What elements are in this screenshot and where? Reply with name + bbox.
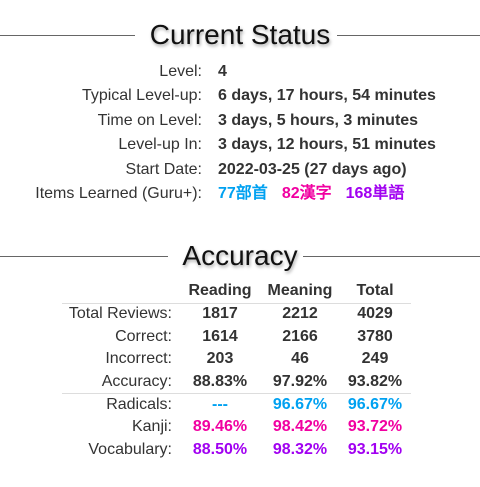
reading-value: 1614 xyxy=(202,328,238,345)
row-label: Kanji: xyxy=(131,418,172,435)
total-value: 93.72% xyxy=(347,418,403,435)
column-header-reading: Reading xyxy=(188,282,252,299)
meaning-value: 2212 xyxy=(282,305,318,322)
accuracy-header-row: Reading Meaning Total xyxy=(62,280,411,302)
total-value: 3780 xyxy=(357,328,393,345)
row-divider xyxy=(62,393,411,394)
row-label: Accuracy: xyxy=(101,373,172,390)
reading-value: --- xyxy=(212,396,228,413)
reading-value: 1817 xyxy=(202,305,238,322)
total-value: 93.82% xyxy=(347,373,403,390)
status-label: Typical Level-up: xyxy=(81,87,202,104)
meaning-value: 98.42% xyxy=(272,418,328,435)
accuracy-row-accuracy: Accuracy: 88.83% 97.92% 93.82% xyxy=(62,371,411,393)
meaning-value: 98.32% xyxy=(272,441,328,458)
reading-value: 88.83% xyxy=(192,373,248,390)
status-value: 2022-03-25 (27 days ago) xyxy=(218,161,407,178)
column-header-meaning: Meaning xyxy=(267,282,333,299)
accuracy-row-kanji: Kanji: 89.46% 98.42% 93.72% xyxy=(62,416,411,438)
status-label: Start Date: xyxy=(125,161,202,178)
row-divider xyxy=(62,303,411,304)
status-value: 4 xyxy=(218,63,227,80)
status-label: Time on Level: xyxy=(97,112,202,129)
status-value: 3 days, 5 hours, 3 minutes xyxy=(218,112,419,129)
reading-value: 88.50% xyxy=(192,441,248,458)
accuracy-row-incorrect: Incorrect: 203 46 249 xyxy=(62,348,411,370)
status-row-time-on-level: Time on Level: 3 days, 5 hours, 3 minute… xyxy=(0,109,480,133)
row-label: Correct: xyxy=(115,328,172,345)
divider-right xyxy=(337,35,480,36)
divider-left xyxy=(0,256,168,257)
accuracy-row-vocabulary: Vocabulary: 88.50% 98.32% 93.15% xyxy=(62,439,411,461)
radicals-count: 77部首 xyxy=(218,185,268,202)
row-label: Vocabulary: xyxy=(88,441,172,458)
status-row-levelup-in: Level-up In: 3 days, 12 hours, 51 minute… xyxy=(0,133,480,157)
status-label: Level: xyxy=(159,63,202,80)
accuracy-heading: Accuracy xyxy=(0,236,480,276)
reading-value: 89.46% xyxy=(192,418,248,435)
total-value: 249 xyxy=(361,350,389,367)
meaning-value: 96.67% xyxy=(272,396,328,413)
status-label: Level-up In: xyxy=(118,136,202,153)
total-value: 4029 xyxy=(357,305,393,322)
accuracy-row-total-reviews: Total Reviews: 1817 2212 4029 xyxy=(62,303,411,325)
divider-right xyxy=(303,256,480,257)
total-value: 96.67% xyxy=(347,396,403,413)
divider-left xyxy=(0,35,135,36)
section-title: Accuracy xyxy=(182,240,298,271)
total-value: 93.15% xyxy=(347,441,403,458)
status-row-level: Level: 4 xyxy=(0,60,480,84)
kanji-count: 82漢字 xyxy=(281,185,332,202)
row-label: Incorrect: xyxy=(105,350,172,367)
status-row-typical-levelup: Typical Level-up: 6 days, 17 hours, 54 m… xyxy=(0,84,480,108)
row-label: Radicals: xyxy=(106,396,172,413)
row-label: Total Reviews: xyxy=(68,305,172,322)
meaning-value: 97.92% xyxy=(272,373,328,390)
status-row-items-learned: Items Learned (Guru+): 77部首 82漢字 168単語 xyxy=(0,182,480,206)
accuracy-row-radicals: Radicals: --- 96.67% 96.67% xyxy=(62,394,411,416)
reading-value: 203 xyxy=(206,350,234,367)
status-label: Items Learned (Guru+): xyxy=(35,185,202,202)
meaning-value: 2166 xyxy=(282,328,318,345)
accuracy-row-correct: Correct: 1614 2166 3780 xyxy=(62,326,411,348)
status-value: 3 days, 12 hours, 51 minutes xyxy=(218,136,436,153)
status-value: 6 days, 17 hours, 54 minutes xyxy=(218,87,436,104)
vocabulary-count: 168単語 xyxy=(345,185,405,202)
meaning-value: 46 xyxy=(291,350,309,367)
current-status-heading: Current Status xyxy=(0,15,480,55)
items-learned-values: 77部首 82漢字 168単語 xyxy=(218,182,404,206)
section-title: Current Status xyxy=(149,19,331,50)
column-header-total: Total xyxy=(356,282,394,299)
status-row-start-date: Start Date: 2022-03-25 (27 days ago) xyxy=(0,158,480,182)
